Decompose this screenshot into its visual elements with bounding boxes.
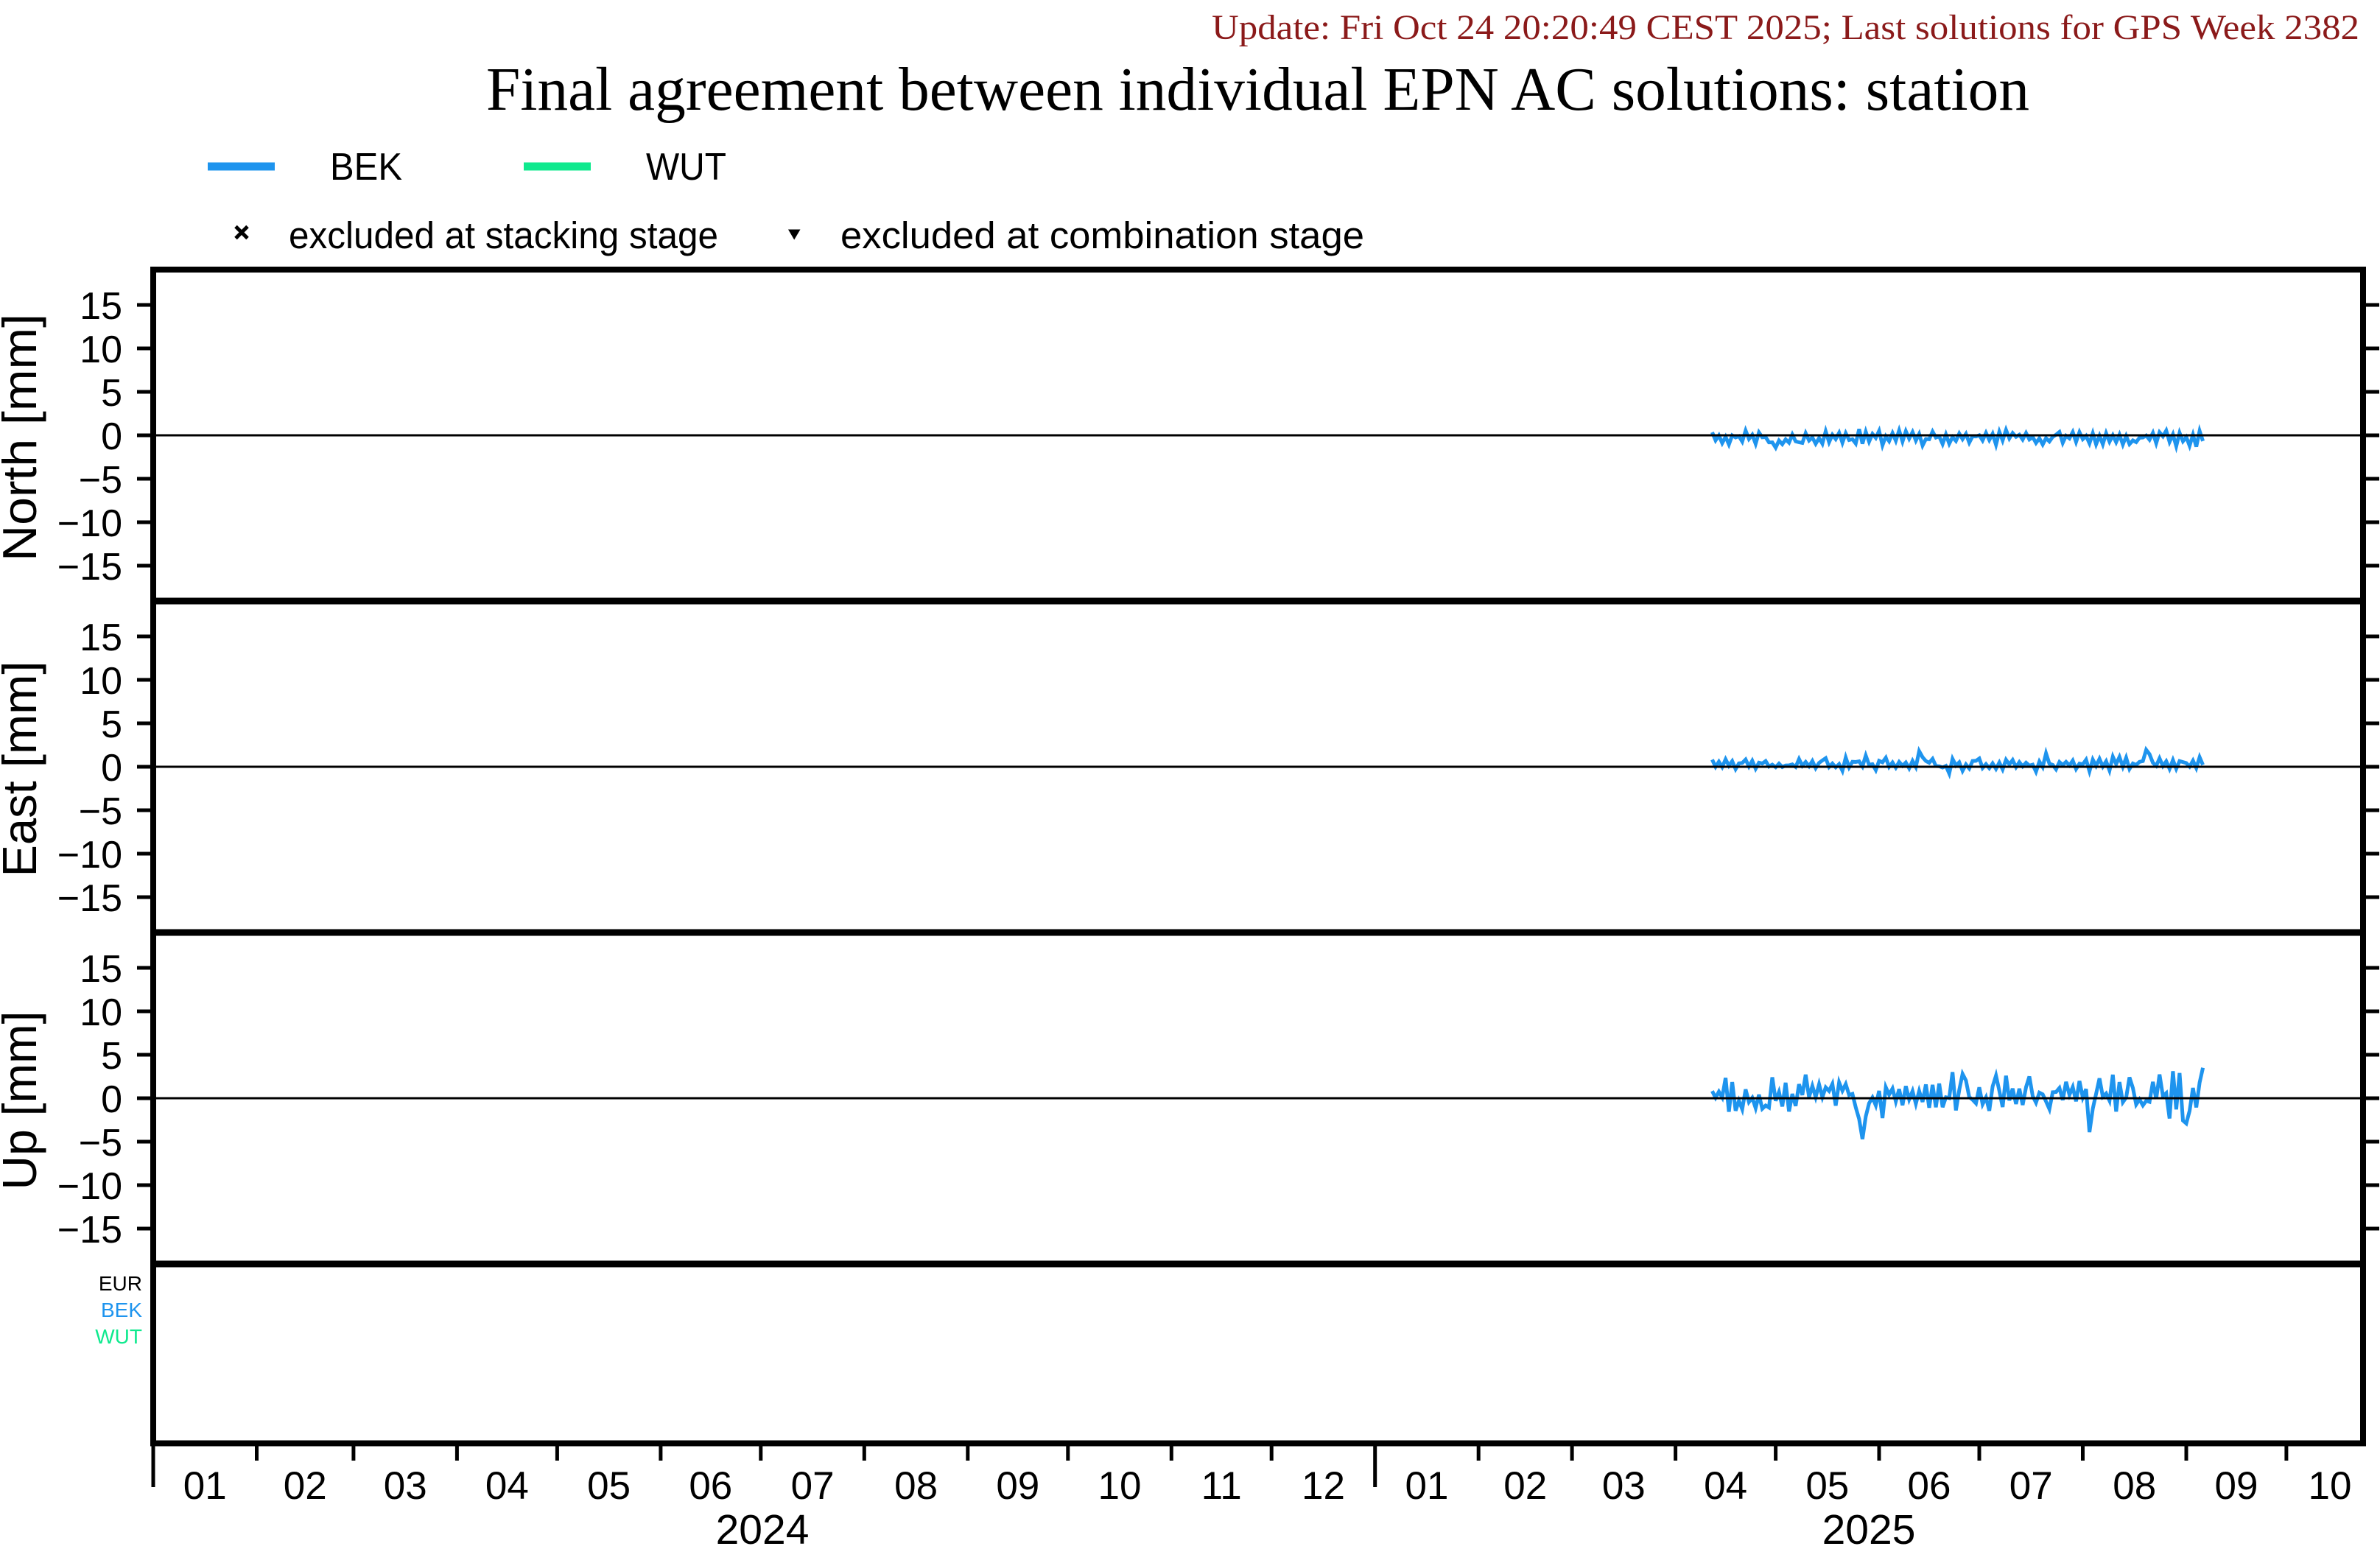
svg-text:North [mm]: North [mm] (0, 314, 46, 561)
svg-text:−15: −15 (57, 877, 122, 920)
svg-text:excluded at stacking stage: excluded at stacking stage (289, 214, 718, 256)
svg-text:15: 15 (80, 285, 122, 328)
svg-text:10: 10 (80, 991, 122, 1034)
svg-text:0: 0 (101, 1078, 122, 1121)
svg-text:09: 09 (996, 1464, 1039, 1508)
svg-text:0: 0 (101, 747, 122, 790)
svg-text:10: 10 (2309, 1464, 2352, 1508)
svg-text:−15: −15 (57, 1209, 122, 1251)
svg-text:−5: −5 (79, 459, 122, 502)
svg-text:5: 5 (101, 703, 122, 746)
svg-text:09: 09 (2215, 1464, 2258, 1508)
svg-text:07: 07 (2009, 1464, 2053, 1508)
svg-text:08: 08 (2113, 1464, 2156, 1508)
svg-text:−15: −15 (57, 546, 122, 589)
svg-text:2025: 2025 (1822, 1506, 1916, 1545)
svg-text:Final agreement between indivi: Final agreement between individual EPN A… (486, 55, 2029, 124)
svg-text:10: 10 (80, 329, 122, 371)
svg-text:05: 05 (1805, 1464, 1849, 1508)
svg-text:08: 08 (894, 1464, 938, 1508)
svg-text:−10: −10 (57, 834, 122, 877)
svg-text:02: 02 (284, 1464, 327, 1508)
svg-text:−5: −5 (79, 1122, 122, 1165)
svg-text:04: 04 (1704, 1464, 1747, 1508)
svg-text:−5: −5 (79, 790, 122, 833)
svg-text:12: 12 (1302, 1464, 1345, 1508)
svg-text:03: 03 (1602, 1464, 1646, 1508)
svg-text:10: 10 (80, 660, 122, 703)
svg-text:01: 01 (1405, 1464, 1449, 1508)
svg-text:5: 5 (101, 372, 122, 415)
svg-text:06: 06 (689, 1464, 732, 1508)
svg-text:01: 01 (183, 1464, 227, 1508)
svg-text:11: 11 (1201, 1464, 1242, 1508)
svg-text:excluded at combination stage: excluded at combination stage (840, 214, 1364, 256)
svg-text:0: 0 (101, 415, 122, 458)
svg-text:East [mm]: East [mm] (0, 661, 46, 877)
svg-text:03: 03 (384, 1464, 427, 1508)
svg-text:10: 10 (1098, 1464, 1142, 1508)
svg-text:−10: −10 (57, 502, 122, 545)
svg-text:Up [mm]: Up [mm] (0, 1011, 46, 1190)
svg-text:04: 04 (485, 1464, 529, 1508)
svg-text:BEK: BEK (101, 1299, 142, 1321)
svg-text:07: 07 (791, 1464, 835, 1508)
svg-text:WUT: WUT (95, 1325, 142, 1348)
svg-text:02: 02 (1503, 1464, 1547, 1508)
svg-text:05: 05 (587, 1464, 631, 1508)
svg-text:BEK: BEK (330, 146, 402, 189)
svg-text:15: 15 (80, 617, 122, 659)
svg-text:15: 15 (80, 948, 122, 991)
svg-text:5: 5 (101, 1035, 122, 1078)
svg-text:−10: −10 (57, 1165, 122, 1208)
svg-text:06: 06 (1908, 1464, 1951, 1508)
svg-text:2024: 2024 (716, 1506, 810, 1545)
svg-text:WUT: WUT (646, 146, 726, 189)
svg-text:EUR: EUR (99, 1272, 142, 1295)
svg-text:Update: Fri Oct 24 20:20:49 CE: Update: Fri Oct 24 20:20:49 CEST 2025; L… (1212, 8, 2359, 47)
